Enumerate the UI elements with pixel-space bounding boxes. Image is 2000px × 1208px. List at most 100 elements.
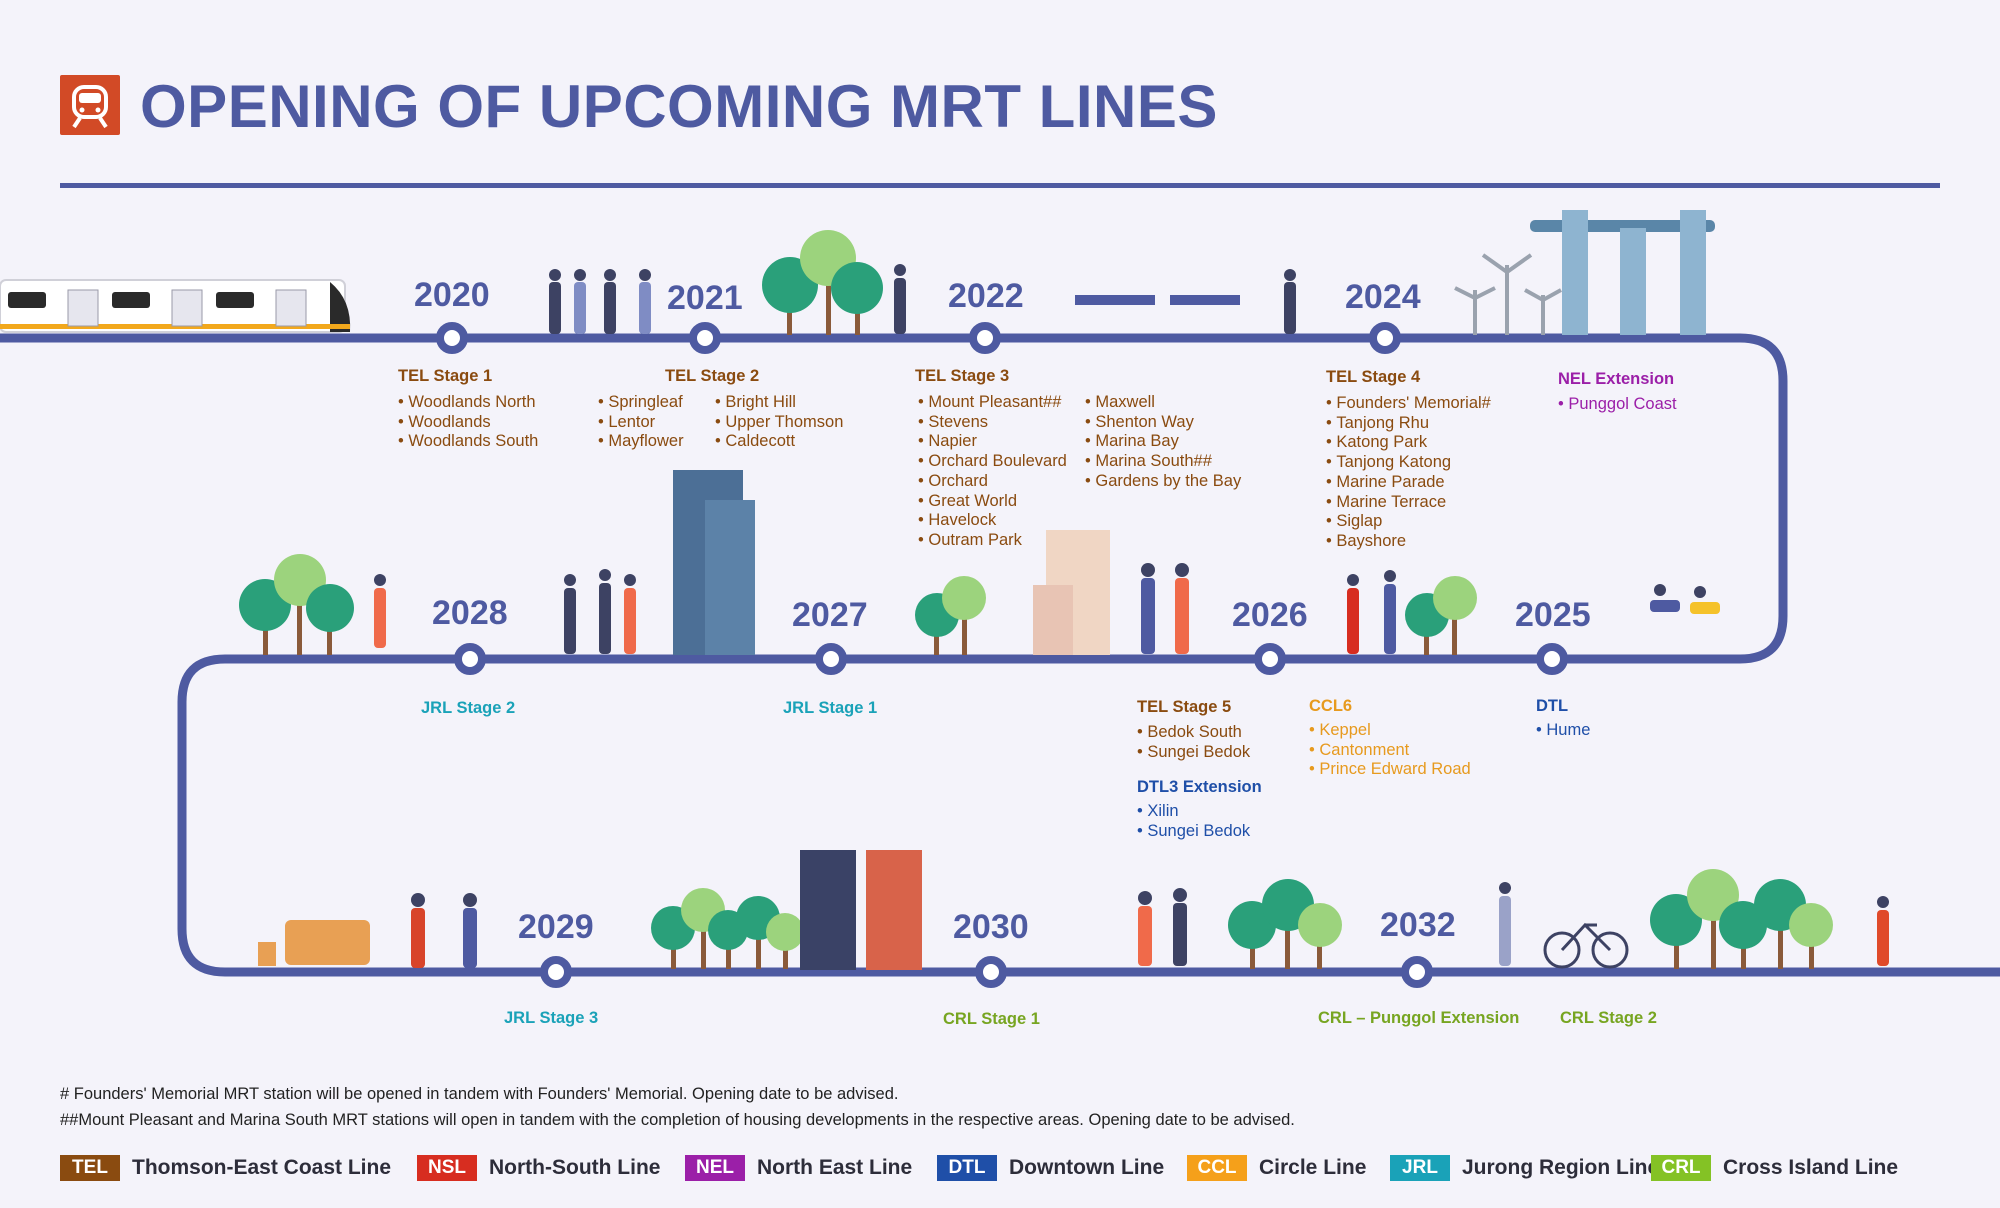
legend-name: North East Line (757, 1156, 913, 1179)
legend-code: CRL (1651, 1155, 1711, 1181)
crl-punggol-extension-title: CRL – Punggol Extension (1318, 1009, 1520, 1027)
tree-icon (1789, 903, 1833, 969)
year-2030: 2030 (953, 908, 1029, 946)
legend-code: DTL (937, 1155, 997, 1181)
station-name: Springleaf (598, 393, 684, 413)
tel-stage-2-stations-a: Springleaf Lentor Mayflower (598, 393, 684, 452)
legend-item-jrl: JRL Jurong Region Line (1390, 1153, 1659, 1183)
tel-stage-5-stations: Bedok South Sungei Bedok (1137, 723, 1250, 762)
people-illustration (374, 264, 1889, 968)
tree-icon (1719, 901, 1767, 969)
station-name: Bright Hill (715, 393, 843, 413)
legend-item-nel: NEL North East Line (685, 1153, 912, 1183)
station-name: Orchard Boulevard (918, 452, 1067, 472)
station-name: Maxwell (1085, 393, 1241, 413)
tel-stage-3-title: TEL Stage 3 (915, 367, 1010, 385)
tree-icon (831, 262, 883, 335)
station-dots (436, 322, 1568, 988)
tree-icon (1298, 903, 1342, 969)
tel-stage-5-title: TEL Stage 5 (1137, 698, 1232, 716)
jrl-stage-1-title: JRL Stage 1 (783, 699, 878, 717)
station-name: Marine Parade (1326, 473, 1491, 493)
legend-name: Jurong Region Line (1462, 1156, 1660, 1179)
station-name: Napier (918, 432, 1067, 452)
year-2021: 2021 (667, 279, 743, 317)
train-logo-icon (60, 75, 120, 135)
station-name: Cantonment (1309, 741, 1471, 761)
tel-stage-3-stations-b: Maxwell Shenton Way Marina Bay Marina So… (1085, 393, 1241, 492)
crl-stage-1-title: CRL Stage 1 (943, 1010, 1040, 1028)
ccl6-title: CCL6 (1309, 697, 1353, 715)
year-2032: 2032 (1380, 906, 1456, 944)
station-name: Gardens by the Bay (1085, 472, 1241, 492)
station-name: Siglap (1326, 512, 1491, 532)
year-2029: 2029 (518, 908, 594, 946)
tel-stage-2-stations-b: Bright Hill Upper Thomson Caldecott (715, 393, 843, 452)
tree-icon (1433, 576, 1477, 655)
bench-illustration (258, 920, 370, 966)
station-name: Great World (918, 492, 1067, 512)
station-name: Tanjong Katong (1326, 453, 1491, 473)
crl-stage-2-title: CRL Stage 2 (1560, 1009, 1657, 1027)
station-name: Outram Park (918, 531, 1067, 551)
dtl-stations: Hume (1536, 721, 1590, 741)
station-name: Bedok South (1137, 723, 1250, 743)
legend-item-crl: CRL Cross Island Line (1651, 1153, 1898, 1183)
station-name: Stevens (918, 413, 1067, 433)
footnote-mount-pleasant-marina-south: ##Mount Pleasant and Marina South MRT st… (60, 1111, 1295, 1129)
year-2022: 2022 (948, 277, 1024, 315)
page-title: OPENING OF UPCOMING MRT LINES (140, 73, 1218, 140)
office-tower-illustration (673, 470, 755, 655)
tree-icon (1650, 894, 1702, 969)
tel-stage-4-title: TEL Stage 4 (1326, 368, 1421, 386)
tree-icon (942, 576, 986, 655)
train-illustration (0, 279, 351, 333)
tel-stage-2-title: TEL Stage 2 (665, 367, 760, 385)
station-name: Woodlands North (398, 393, 538, 413)
station-name: Orchard (918, 472, 1067, 492)
station-name: Woodlands (398, 413, 538, 433)
year-2020: 2020 (414, 276, 490, 314)
nel-extension-title: NEL Extension (1558, 370, 1675, 388)
station-name: Founders' Memorial# (1326, 394, 1490, 414)
jrl-stage-2-title: JRL Stage 2 (421, 699, 516, 717)
station-name: Mount Pleasant## (918, 393, 1067, 413)
legend-code: NEL (685, 1155, 745, 1181)
marina-bay-sands-illustration (1530, 210, 1715, 335)
legend-item-nsl: NSL North-South Line (417, 1153, 660, 1183)
station-name: Katong Park (1326, 433, 1491, 453)
station-name: Lentor (598, 413, 684, 433)
dtl-title: DTL (1536, 697, 1569, 715)
year-2025: 2025 (1515, 596, 1591, 634)
station-name: Xilin (1137, 802, 1250, 822)
legend-name: Cross Island Line (1723, 1156, 1899, 1179)
tree-icon (306, 584, 354, 655)
station-name: Keppel (1309, 721, 1471, 741)
dtl3-extension-stations: Xilin Sungei Bedok (1137, 802, 1250, 841)
legend-name: Thomson-East Coast Line (132, 1156, 392, 1179)
apartment-block-illustration (1033, 530, 1110, 655)
station-name: Sungei Bedok (1137, 743, 1250, 763)
tel-stage-4-stations: Founders' Memorial# Tanjong Rhu Katong P… (1326, 394, 1491, 552)
legend-item-ccl: CCL Circle Line (1187, 1153, 1366, 1183)
jrl-stage-3-title: JRL Stage 3 (504, 1009, 599, 1027)
bicycle-illustration (1543, 922, 1629, 969)
legend-item-dtl: DTL Downtown Line (937, 1153, 1164, 1183)
station-name: Prince Edward Road (1309, 760, 1470, 780)
station-name: Mayflower (598, 432, 683, 452)
legend-name: North-South Line (489, 1156, 661, 1179)
tel-stage-1-stations: Woodlands North Woodlands Woodlands Sout… (398, 393, 538, 452)
station-name: Havelock (918, 511, 1067, 531)
tel-stage-3-stations-a: Mount Pleasant## Stevens Napier Orchard … (918, 393, 1067, 551)
station-name: Bayshore (1326, 532, 1491, 552)
legend-code: TEL (60, 1155, 120, 1181)
nel-extension-stations: Punggol Coast (1558, 395, 1676, 415)
station-name: Tanjong Rhu (1326, 414, 1491, 434)
station-name: Marina Bay (1085, 432, 1241, 452)
ccl6-stations: Keppel Cantonment Prince Edward Road (1309, 721, 1471, 780)
legend-name: Circle Line (1259, 1156, 1367, 1179)
station-name: Hume (1536, 721, 1590, 741)
tree-icon (766, 913, 804, 969)
legend-name: Downtown Line (1009, 1156, 1165, 1179)
